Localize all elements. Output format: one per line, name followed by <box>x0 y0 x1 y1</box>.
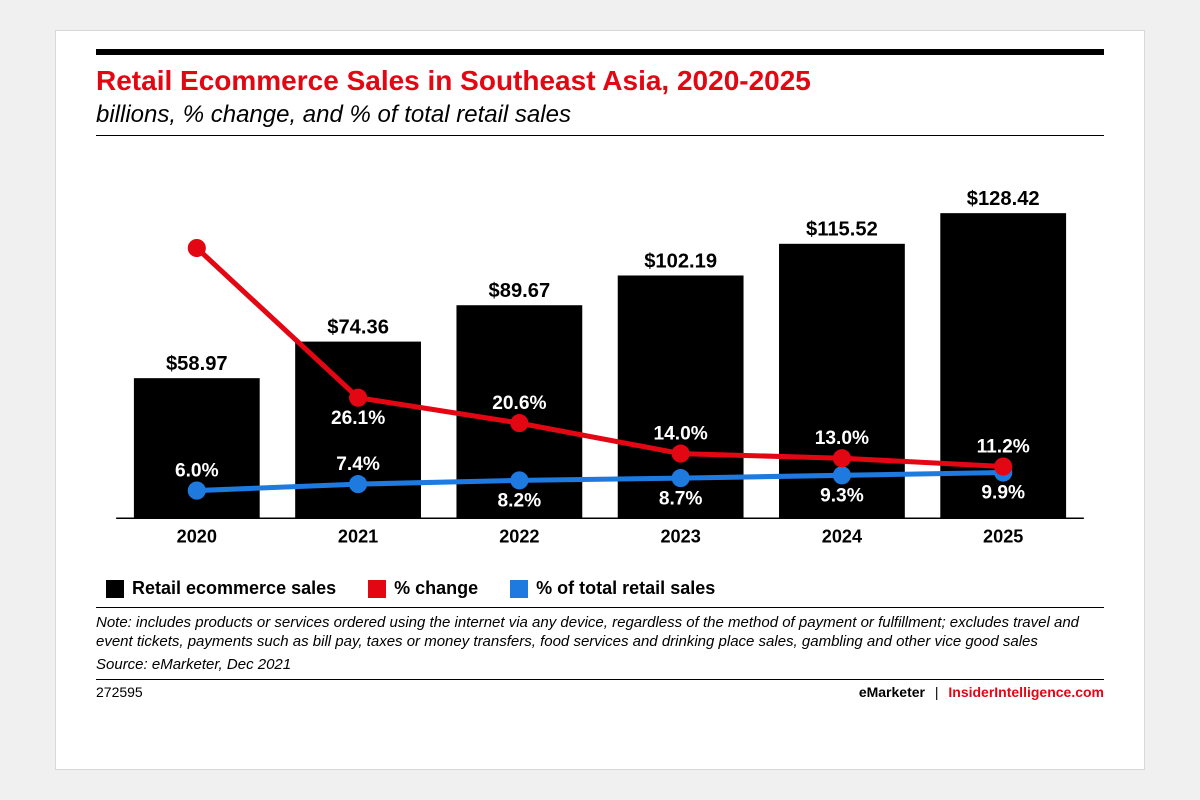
bar-value-label: $58.97 <box>166 353 228 375</box>
legend-label-change: % change <box>394 578 478 599</box>
x-category-label: 2021 <box>338 527 378 547</box>
footer: 272595 eMarketer | InsiderIntelligence.c… <box>96 679 1104 700</box>
chart-title: Retail Ecommerce Sales in Southeast Asia… <box>96 65 1104 97</box>
change-label: 13.0% <box>815 428 869 449</box>
x-category-label: 2022 <box>499 527 539 547</box>
change-marker <box>188 239 206 257</box>
legend-label-bars: Retail ecommerce sales <box>132 578 336 599</box>
legend-swatch-change <box>368 580 386 598</box>
change-marker <box>672 445 690 463</box>
change-marker <box>833 449 851 467</box>
share-label: 8.7% <box>659 488 703 509</box>
share-label: 7.4% <box>336 454 380 475</box>
footer-brands: eMarketer | InsiderIntelligence.com <box>859 684 1104 700</box>
bar-value-label: $89.67 <box>489 280 551 302</box>
x-category-label: 2025 <box>983 527 1023 547</box>
share-marker <box>672 469 690 487</box>
chart-area: $58.97 2020 $74.36 2021 $89.67 2022 $102.19 202… <box>96 142 1104 572</box>
change-label: 11.2% <box>977 437 1030 458</box>
change-marker <box>349 389 367 407</box>
legend-swatch-share <box>510 580 528 598</box>
change-label: 58.5% <box>170 218 224 239</box>
bar-value-label: $115.52 <box>806 219 878 241</box>
legend-label-share: % of total retail sales <box>536 578 715 599</box>
share-label: 9.9% <box>981 483 1025 504</box>
brand-separator: | <box>935 684 939 700</box>
change-marker <box>994 458 1012 476</box>
share-label: 6.0% <box>175 461 219 482</box>
chart-subtitle: billions, % change, and % of total retai… <box>96 101 1104 129</box>
bar-value-label: $74.36 <box>327 317 389 339</box>
share-label: 9.3% <box>820 486 864 507</box>
source-line: Source: eMarketer, Dec 2021 <box>96 656 1104 673</box>
change-label: 14.0% <box>653 424 707 445</box>
x-category-label: 2020 <box>177 527 217 547</box>
share-marker <box>188 482 206 500</box>
bar-value-label: $102.19 <box>644 251 717 273</box>
chart-card: Retail Ecommerce Sales in Southeast Asia… <box>55 30 1145 770</box>
chart-id: 272595 <box>96 684 143 700</box>
legend-item-change: % change <box>368 578 478 599</box>
title-underline <box>96 135 1104 136</box>
legend: Retail ecommerce sales % change % of tot… <box>96 578 1104 599</box>
x-category-label: 2024 <box>822 527 862 547</box>
change-label: 26.1% <box>331 408 385 429</box>
change-marker <box>510 414 528 432</box>
share-label: 8.2% <box>498 491 542 512</box>
x-category-label: 2023 <box>660 527 700 547</box>
bar-value-label: $128.42 <box>967 188 1040 210</box>
share-marker <box>349 475 367 493</box>
brand-insider: InsiderIntelligence.com <box>948 684 1104 700</box>
share-marker <box>833 466 851 484</box>
legend-item-share: % of total retail sales <box>510 578 715 599</box>
legend-swatch-bars <box>106 580 124 598</box>
change-label: 20.6% <box>492 393 546 414</box>
chart-svg: $58.97 2020 $74.36 2021 $89.67 2022 $102.19 202… <box>96 142 1104 572</box>
legend-item-bars: Retail ecommerce sales <box>106 578 336 599</box>
share-marker <box>510 472 528 490</box>
top-rule <box>96 49 1104 55</box>
brand-emarketer: eMarketer <box>859 684 925 700</box>
footnote: Note: includes products or services orde… <box>96 607 1104 652</box>
